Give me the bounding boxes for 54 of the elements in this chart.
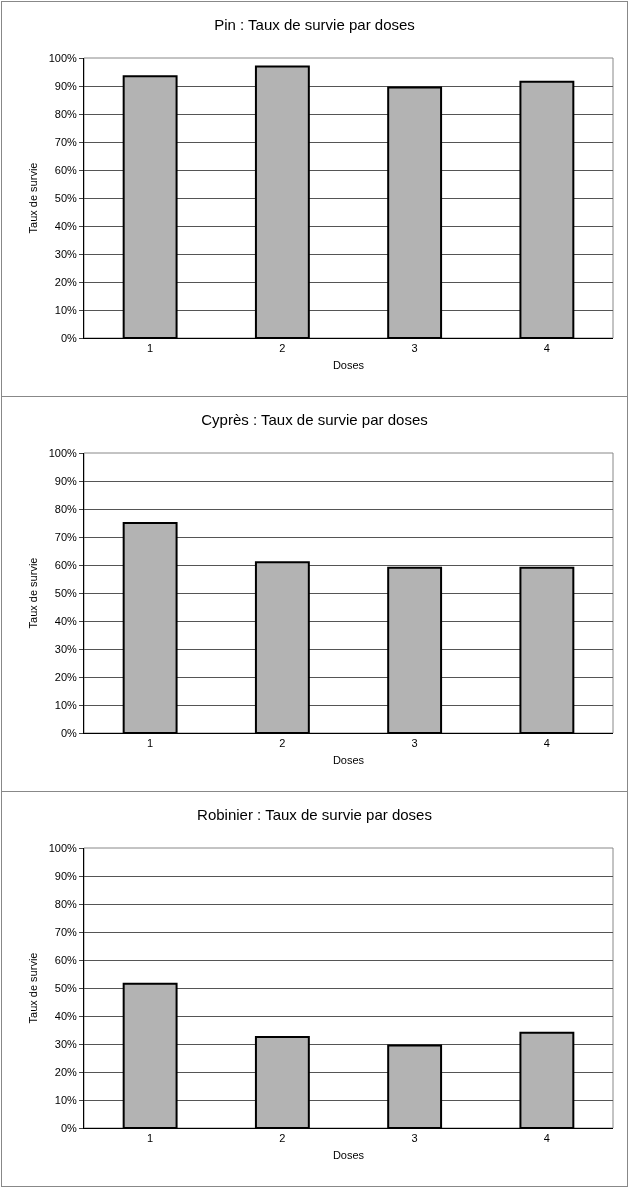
y-tick-label: 50% [54,191,77,204]
y-tick-label: 10% [54,1093,77,1106]
x-axis-title: Doses [332,754,365,767]
y-tick-label: 40% [54,614,77,627]
x-axis-title: Doses [332,1149,365,1162]
y-tick-label: 60% [54,558,77,571]
y-tick-label: 60% [54,163,77,176]
y-tick-label: 80% [54,502,77,515]
y-tick-label: 0% [60,1121,78,1134]
x-tick-label: 3 [411,737,418,750]
x-tick-label: 2 [279,342,286,355]
y-tick-label: 80% [54,897,77,910]
y-tick-label: 50% [54,981,77,994]
x-tick-label: 4 [543,1132,550,1145]
x-tick-label: 3 [411,342,418,355]
y-tick-label: 0% [60,726,78,739]
y-tick-label: 70% [54,530,77,543]
y-tick-label: 80% [54,107,77,120]
y-tick-label: 40% [54,1009,77,1022]
y-axis-title: Taux de survie [27,162,40,234]
y-tick-label: 40% [54,219,77,232]
x-tick-label: 2 [279,737,286,750]
chart-title: Robinier : Taux de survie par doses [197,806,432,824]
x-tick-label: 4 [543,737,550,750]
y-tick-label: 30% [54,247,77,260]
y-tick-label: 90% [54,79,77,92]
y-tick-label: 100% [48,51,78,64]
x-tick-label: 4 [543,342,550,355]
y-tick-label: 70% [54,925,77,938]
y-tick-label: 30% [54,1037,77,1050]
chart-title: Cyprès : Taux de survie par doses [201,411,428,429]
chart-title: Pin : Taux de survie par doses [214,16,415,34]
y-tick-label: 50% [54,586,77,599]
y-tick-label: 10% [54,303,77,316]
y-axis-title: Taux de survie [27,952,40,1024]
y-tick-label: 90% [54,869,77,882]
y-tick-label: 60% [54,953,77,966]
y-axis-title: Taux de survie [27,557,40,629]
x-axis-title: Doses [332,359,365,372]
y-tick-label: 10% [54,698,77,711]
y-tick-label: 70% [54,135,77,148]
y-tick-label: 90% [54,474,77,487]
x-tick-label: 3 [411,1132,418,1145]
y-tick-label: 0% [60,331,78,344]
y-tick-label: 100% [48,841,78,854]
y-tick-label: 30% [54,642,77,655]
x-tick-label: 1 [147,737,154,750]
y-tick-label: 100% [48,446,78,459]
x-tick-label: 1 [147,342,154,355]
y-tick-label: 20% [54,1065,77,1078]
y-tick-label: 20% [54,670,77,683]
y-tick-label: 20% [54,275,77,288]
x-tick-label: 2 [279,1132,286,1145]
x-tick-label: 1 [147,1132,154,1145]
